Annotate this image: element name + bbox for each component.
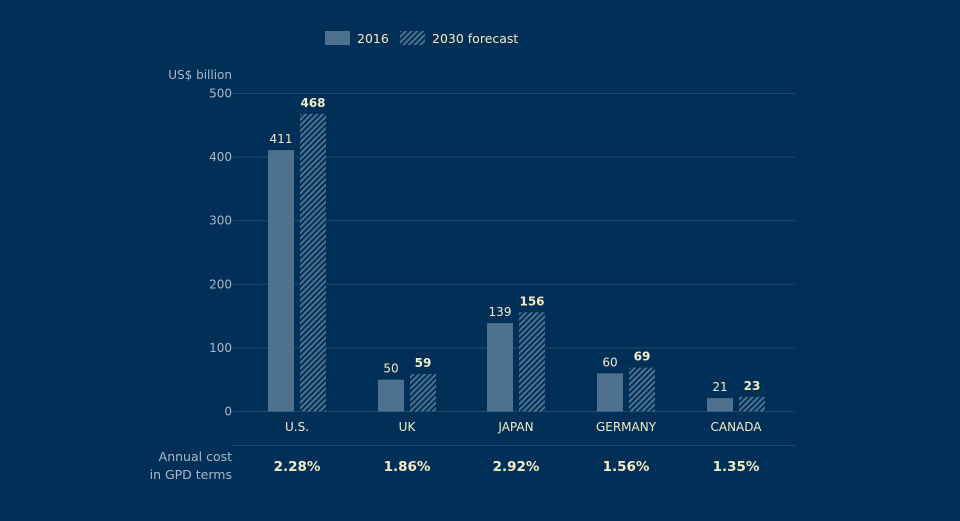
- y-tick-label-0: 0: [224, 405, 232, 419]
- annual-cost-u-s: 2.28%: [274, 459, 321, 475]
- bar-germany-2016: [597, 373, 623, 412]
- legend-label-2030-forecast: 2030 forecast: [432, 31, 518, 46]
- bar-japan-2016: [487, 323, 513, 412]
- value-label-japan-2030-forecast: 156: [519, 294, 544, 308]
- footer-label-line-2: in GPD terms: [150, 467, 232, 482]
- value-labels: 411 468 50 59 139 156 60 69 21 23: [270, 96, 761, 394]
- value-label-germany-2016: 60: [602, 355, 617, 369]
- legend: 2016 2030 forecast: [325, 31, 518, 46]
- value-label-u-s-2016: 411: [270, 132, 293, 146]
- bar-canada-2016: [707, 398, 733, 412]
- y-tick-label-300: 300: [209, 214, 232, 228]
- y-axis-ticks: 0 100 200 300 400 500: [209, 87, 232, 419]
- value-label-japan-2016: 139: [489, 305, 512, 319]
- annual-cost-germany: 1.56%: [603, 459, 650, 475]
- bar-uk-2016: [378, 379, 404, 412]
- footer-values: 2.28% 1.86% 2.92% 1.56% 1.35%: [274, 459, 760, 475]
- bar-u-s-2016: [268, 150, 294, 412]
- legend-swatch-2030-forecast: [400, 31, 425, 45]
- x-label-canada: CANADA: [710, 420, 762, 434]
- value-label-u-s-2030-forecast: 468: [300, 96, 325, 110]
- annual-cost-canada: 1.35%: [713, 459, 760, 475]
- value-label-uk-2016: 50: [383, 362, 398, 376]
- bar-canada-2030-forecast: [739, 396, 765, 412]
- footer-label-line-1: Annual cost: [159, 449, 232, 464]
- legend-label-2016: 2016: [357, 31, 389, 46]
- value-label-canada-2030-forecast: 23: [744, 379, 761, 393]
- annual-cost-uk: 1.86%: [384, 459, 431, 475]
- gridlines: [233, 93, 795, 412]
- y-axis-label: US$ billion: [168, 68, 232, 82]
- x-axis-labels: U.S. UK JAPAN GERMANY CANADA: [285, 420, 762, 434]
- y-tick-label-400: 400: [209, 150, 232, 164]
- bar-germany-2030-forecast: [629, 367, 655, 412]
- x-label-u-s: U.S.: [285, 420, 309, 434]
- x-label-japan: JAPAN: [497, 420, 533, 434]
- bar-u-s-2030-forecast: [300, 113, 326, 412]
- value-label-germany-2030-forecast: 69: [634, 350, 651, 364]
- y-tick-label-500: 500: [209, 87, 232, 101]
- annual-cost-japan: 2.92%: [493, 459, 540, 475]
- legend-swatch-2016: [325, 31, 350, 45]
- x-label-germany: GERMANY: [596, 420, 657, 434]
- bar-japan-2030-forecast: [519, 312, 545, 412]
- bar-uk-2030-forecast: [410, 373, 436, 412]
- y-tick-label-100: 100: [209, 341, 232, 355]
- value-label-uk-2030-forecast: 59: [415, 356, 432, 370]
- bars: [268, 113, 765, 412]
- value-label-canada-2016: 21: [712, 380, 727, 394]
- y-tick-label-200: 200: [209, 277, 232, 291]
- x-label-uk: UK: [399, 420, 417, 434]
